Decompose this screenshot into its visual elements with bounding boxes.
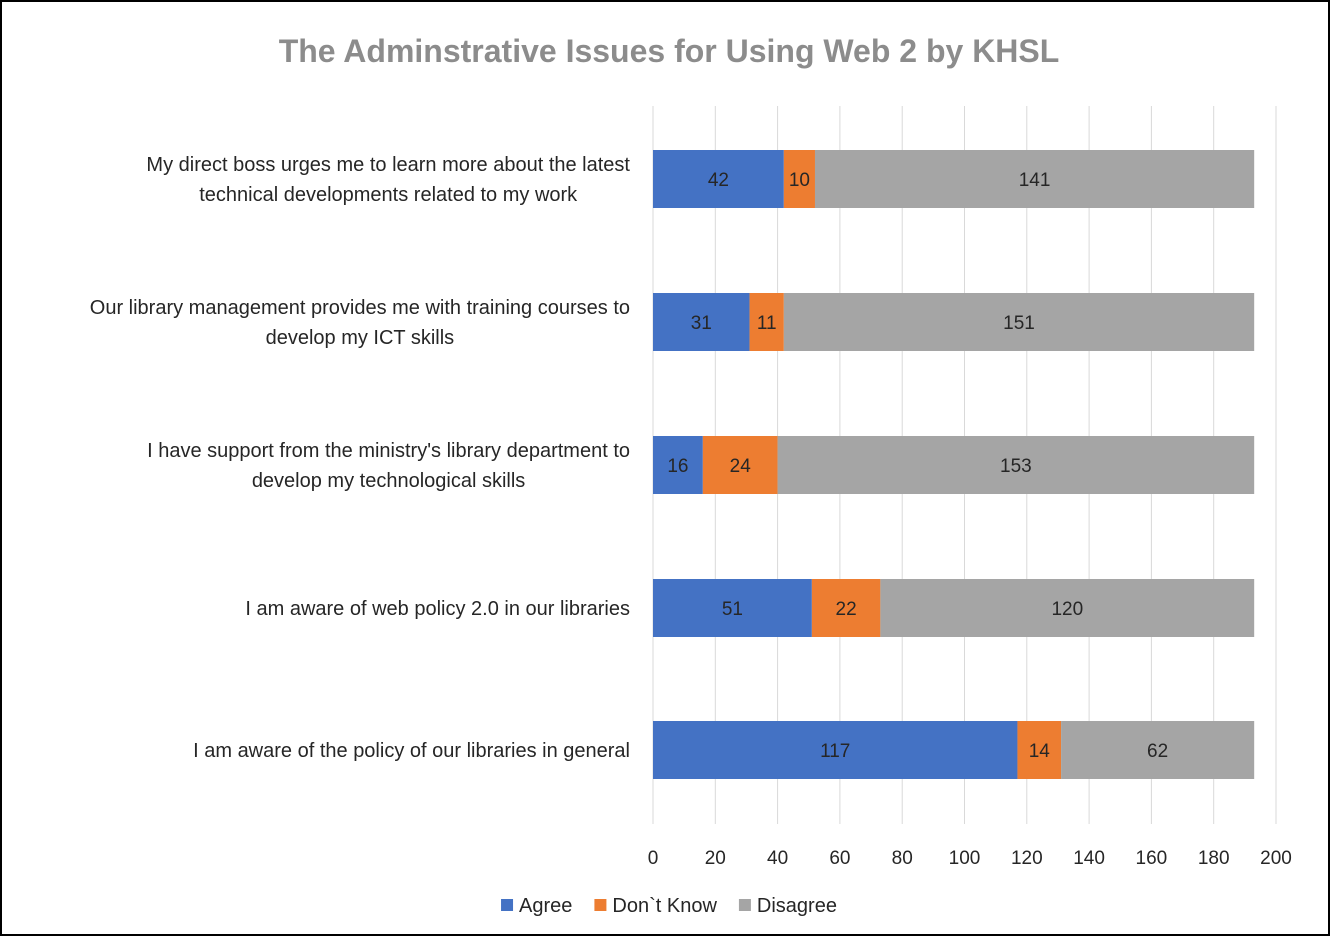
chart-title: The Adminstrative Issues for Using Web 2… — [279, 33, 1060, 69]
legend-label: Agree — [519, 895, 572, 917]
legend-label: Disagree — [757, 895, 837, 917]
data-label: 24 — [730, 456, 752, 477]
category-label: Our library management provides me with … — [90, 297, 630, 319]
bar-segment — [1017, 721, 1062, 779]
category-labels: My direct boss urges me to learn more ab… — [90, 154, 631, 762]
bar-segment — [811, 579, 881, 637]
x-tick-label: 100 — [949, 848, 981, 869]
legend: Agree Don`t Know Disagree — [501, 895, 837, 917]
x-tick-label: 80 — [892, 848, 913, 869]
x-tick-label: 60 — [829, 848, 850, 869]
bar-segment — [653, 721, 1018, 779]
bar-segment — [749, 293, 784, 351]
data-labels: 42 10 141 31 11 151 16 24 153 51 22 120 117 14 62 — [667, 170, 1168, 762]
data-label: 10 — [789, 170, 810, 191]
x-tick-label: 120 — [1011, 848, 1043, 869]
legend-swatch — [738, 899, 751, 911]
bar-segment — [653, 150, 784, 208]
bar-segment — [777, 436, 1255, 494]
category-label: I am aware of web policy 2.0 in our libr… — [245, 598, 630, 620]
data-label: 22 — [836, 599, 857, 620]
data-label: 16 — [667, 456, 688, 477]
data-label: 117 — [820, 741, 850, 762]
x-tick-label: 140 — [1073, 848, 1105, 869]
data-label: 14 — [1029, 741, 1051, 762]
bar-segment — [814, 150, 1255, 208]
data-label: 151 — [1003, 313, 1035, 334]
bar-segment — [653, 293, 750, 351]
data-label: 62 — [1147, 741, 1168, 762]
category-label: develop my technological skills — [252, 470, 525, 492]
bar-segment — [1061, 721, 1255, 779]
data-label: 120 — [1051, 599, 1083, 620]
category-label: develop my ICT skills — [266, 327, 455, 349]
data-label: 31 — [691, 313, 712, 334]
category-label: I am aware of the policy of our librarie… — [193, 740, 630, 762]
legend-swatch — [501, 899, 514, 911]
x-tick-label: 20 — [705, 848, 726, 869]
data-label: 42 — [708, 170, 729, 191]
x-tick-label: 40 — [767, 848, 788, 869]
category-label: technical developments related to my wor… — [199, 184, 578, 206]
x-tick-label: 180 — [1198, 848, 1230, 869]
x-tick-label: 160 — [1136, 848, 1168, 869]
data-label: 51 — [722, 599, 743, 620]
x-tick-label: 200 — [1260, 848, 1292, 869]
legend-label: Don`t Know — [612, 895, 717, 917]
bar-segment — [880, 579, 1255, 637]
bars — [653, 150, 1255, 779]
bar-segment — [653, 579, 812, 637]
bar-segment — [702, 436, 778, 494]
x-axis-ticks: 0 20 40 60 80 100 120 140 160 180 200 — [648, 848, 1292, 869]
x-tick-label: 0 — [648, 848, 659, 869]
category-label: My direct boss urges me to learn more ab… — [146, 154, 630, 176]
category-label: I have support from the ministry's libra… — [147, 440, 630, 462]
bar-segment — [783, 150, 815, 208]
data-label: 153 — [1000, 456, 1032, 477]
bar-segment — [653, 436, 703, 494]
data-label: 11 — [757, 313, 777, 334]
data-label: 141 — [1019, 170, 1051, 191]
bar-segment — [783, 293, 1255, 351]
legend-swatch — [594, 899, 607, 911]
